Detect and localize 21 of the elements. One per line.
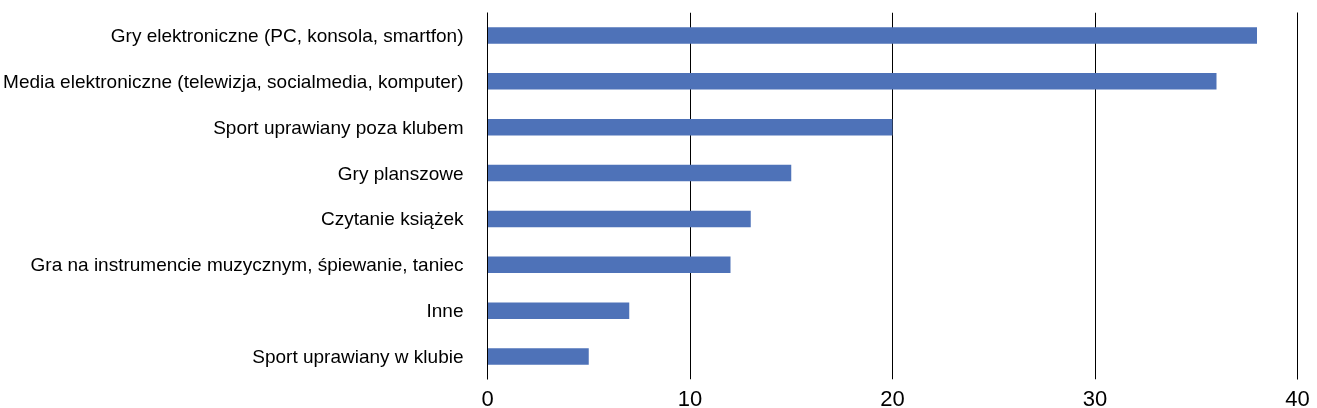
bar: [487, 164, 792, 182]
bar: [487, 210, 751, 228]
bar: [487, 73, 1217, 90]
x-tick-label: 40: [1285, 385, 1310, 408]
bar: [487, 27, 1257, 44]
y-tick-label: Gry planszowe: [337, 162, 464, 184]
x-tick-label: 20: [880, 385, 905, 408]
bar: [487, 118, 893, 136]
y-tick-label: Gra na instrumencie muzycznym, śpiewanie, taniec: [30, 254, 464, 276]
y-tick-label: Inne: [426, 300, 464, 322]
bar: [487, 302, 630, 319]
y-tick-label: Sport uprawiany w klubie: [252, 346, 464, 368]
y-tick-label: Czytanie książek: [320, 208, 464, 230]
x-tick-label: 0: [481, 385, 494, 408]
x-tick-label: 10: [677, 385, 703, 408]
bar: [487, 256, 731, 274]
x-tick-label: 30: [1082, 385, 1108, 408]
y-tick-label: Media elektroniczne (telewizja, socialmedia, komputer): [3, 70, 464, 92]
bar: [487, 348, 589, 365]
y-tick-label: Gry elektroniczne (PC, konsola, smartfon): [110, 24, 464, 46]
y-tick-label: Sport uprawiany poza klubem: [213, 116, 464, 138]
